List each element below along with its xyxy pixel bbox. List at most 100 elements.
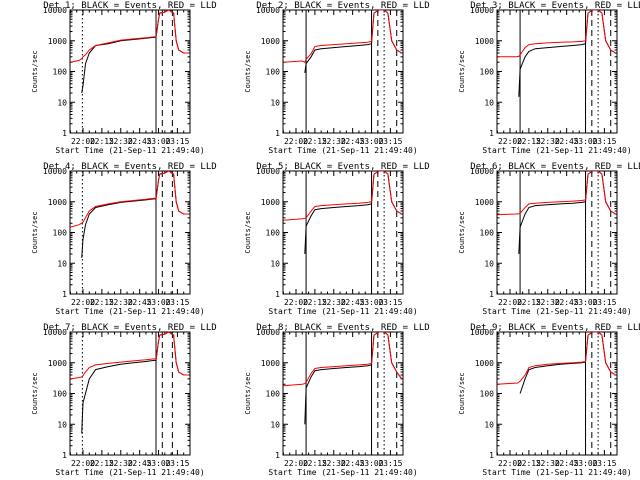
x-axis-label: Start Time (21-Sep-11 21:49:40) bbox=[482, 307, 631, 316]
y-tick-label: 1 bbox=[489, 129, 494, 138]
series-lld-line bbox=[497, 332, 616, 385]
plot-frame bbox=[496, 331, 618, 456]
plot-frame bbox=[282, 170, 404, 295]
y-tick-label: 10000 bbox=[470, 167, 494, 176]
y-tick-label: 10000 bbox=[470, 6, 494, 15]
series-lld-line bbox=[70, 10, 189, 63]
y-tick-label: 1 bbox=[62, 129, 67, 138]
y-tick-label: 100 bbox=[53, 229, 68, 238]
x-tick-label: 22:00 bbox=[71, 298, 95, 307]
x-tick-label: 22:00 bbox=[498, 137, 522, 146]
y-tick-label: 1000 bbox=[475, 359, 494, 368]
plot-frame bbox=[496, 170, 618, 295]
x-tick-label: 22:45 bbox=[341, 298, 365, 307]
x-tick-label: 23:15 bbox=[378, 298, 402, 307]
y-axis-label: Counts/sec bbox=[31, 372, 39, 414]
y-axis-label: Counts/sec bbox=[458, 50, 466, 92]
y-tick-label: 10 bbox=[270, 259, 280, 268]
y-tick-label: 1000 bbox=[48, 198, 67, 207]
plot-frame bbox=[496, 9, 618, 134]
series-events-line bbox=[518, 10, 616, 97]
x-tick-label: 22:45 bbox=[341, 137, 365, 146]
x-tick-label: 22:00 bbox=[284, 298, 308, 307]
y-tick-label: 10000 bbox=[256, 328, 280, 337]
x-axis-label: Start Time (21-Sep-11 21:49:40) bbox=[55, 307, 204, 316]
x-tick-label: 22:15 bbox=[303, 137, 327, 146]
y-tick-label: 100 bbox=[480, 390, 495, 399]
y-tick-label: 1000 bbox=[475, 198, 494, 207]
x-tick-label: 22:30 bbox=[109, 298, 133, 307]
panel-title: Det 1; BLACK = Events, RED = LLD bbox=[43, 1, 216, 11]
x-tick-label: 22:45 bbox=[555, 459, 579, 468]
x-tick-label: 22:45 bbox=[555, 137, 579, 146]
series-lld-line bbox=[283, 332, 403, 387]
y-tick-label: 1 bbox=[489, 451, 494, 460]
x-tick-label: 22:30 bbox=[536, 459, 560, 468]
x-tick-label: 22:45 bbox=[128, 137, 152, 146]
x-tick-label: 23:15 bbox=[165, 137, 189, 146]
panel-title: Det 2; BLACK = Events, RED = LLD bbox=[256, 1, 429, 11]
y-tick-label: 10 bbox=[57, 259, 67, 268]
x-tick-label: 22:30 bbox=[322, 459, 346, 468]
x-tick-label: 22:45 bbox=[555, 298, 579, 307]
x-tick-label: 23:00 bbox=[573, 298, 597, 307]
x-tick-label: 23:15 bbox=[378, 137, 402, 146]
x-tick-label: 22:00 bbox=[71, 137, 95, 146]
x-tick-label: 22:30 bbox=[322, 137, 346, 146]
plot-frame bbox=[282, 331, 404, 456]
x-tick-label: 22:15 bbox=[90, 137, 114, 146]
y-tick-label: 10 bbox=[57, 420, 67, 429]
x-tick-label: 22:15 bbox=[303, 298, 327, 307]
x-tick-label: 23:00 bbox=[359, 137, 383, 146]
x-tick-label: 23:00 bbox=[146, 137, 170, 146]
x-tick-label: 22:00 bbox=[498, 298, 522, 307]
panel-title: Det 4; BLACK = Events, RED = LLD bbox=[43, 162, 216, 172]
panel-det-8: Det 8; BLACK = Events, RED = LLD Start Ti… bbox=[244, 323, 430, 477]
panel-det-1: Det 1; BLACK = Events, RED = LLD Start Ti… bbox=[31, 1, 217, 155]
y-tick-label: 10 bbox=[484, 98, 494, 107]
series-lld-line bbox=[283, 10, 402, 63]
y-axis-label: Counts/sec bbox=[31, 211, 39, 253]
series-events-line bbox=[304, 332, 403, 425]
series-events-line bbox=[304, 171, 402, 255]
y-axis-label: Counts/sec bbox=[31, 50, 39, 92]
panel-det-7: Det 7; BLACK = Events, RED = LLD Start Ti… bbox=[31, 323, 217, 477]
panel-title: Det 5; BLACK = Events, RED = LLD bbox=[256, 162, 429, 172]
x-tick-label: 22:15 bbox=[517, 137, 541, 146]
panel-det-3: Det 3; BLACK = Events, RED = LLD Start Ti… bbox=[458, 1, 640, 155]
x-tick-label: 22:00 bbox=[71, 459, 95, 468]
panel-det-9: Det 9; BLACK = Events, RED = LLD Start Ti… bbox=[458, 323, 640, 477]
x-tick-label: 22:30 bbox=[536, 298, 560, 307]
x-tick-label: 22:15 bbox=[90, 298, 114, 307]
panel-title: Det 7; BLACK = Events, RED = LLD bbox=[43, 323, 216, 333]
x-tick-label: 23:15 bbox=[592, 137, 616, 146]
y-tick-label: 1000 bbox=[261, 37, 280, 46]
x-tick-label: 22:00 bbox=[284, 137, 308, 146]
y-tick-label: 10 bbox=[484, 259, 494, 268]
y-tick-label: 1 bbox=[489, 290, 494, 299]
x-axis-label: Start Time (21-Sep-11 21:49:40) bbox=[268, 146, 417, 155]
y-tick-label: 10000 bbox=[256, 6, 280, 15]
x-tick-label: 23:15 bbox=[165, 298, 189, 307]
series-lld-line bbox=[70, 332, 189, 380]
x-axis-label: Start Time (21-Sep-11 21:49:40) bbox=[482, 468, 631, 477]
series-events-line bbox=[304, 10, 402, 73]
y-axis-label: Counts/sec bbox=[244, 372, 252, 414]
x-tick-label: 23:00 bbox=[573, 137, 597, 146]
y-tick-label: 100 bbox=[266, 390, 281, 399]
x-tick-label: 23:15 bbox=[378, 459, 402, 468]
y-tick-label: 10000 bbox=[470, 328, 494, 337]
panel-det-5: Det 5; BLACK = Events, RED = LLD Start Ti… bbox=[244, 162, 430, 316]
x-tick-label: 22:30 bbox=[322, 298, 346, 307]
x-tick-label: 22:15 bbox=[517, 298, 541, 307]
x-tick-label: 22:15 bbox=[517, 459, 541, 468]
x-axis-label: Start Time (21-Sep-11 21:49:40) bbox=[268, 307, 417, 316]
y-tick-label: 100 bbox=[266, 229, 281, 238]
x-axis-label: Start Time (21-Sep-11 21:49:40) bbox=[55, 146, 204, 155]
y-axis-label: Counts/sec bbox=[458, 211, 466, 253]
y-tick-label: 10000 bbox=[43, 6, 67, 15]
plot-frame bbox=[282, 9, 404, 134]
y-tick-label: 1000 bbox=[48, 37, 67, 46]
series-lld-line bbox=[70, 171, 189, 228]
x-tick-label: 23:00 bbox=[146, 459, 170, 468]
